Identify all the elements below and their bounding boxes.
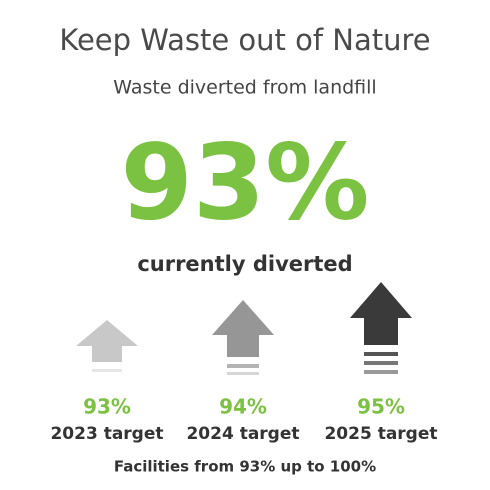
arrow-dark	[350, 282, 412, 374]
target-label: 2023 target	[50, 424, 163, 444]
arrow-light	[76, 320, 138, 372]
target-value: 95%	[357, 395, 405, 419]
subtitle: Waste diverted from landfill	[113, 77, 376, 99]
target-value: 93%	[83, 395, 131, 419]
target-label: 2024 target	[186, 424, 299, 444]
target-value: 94%	[219, 395, 267, 419]
headline-value: 93%	[121, 121, 370, 243]
footer: Facilities from 93% up to 100%	[114, 458, 376, 476]
title: Keep Waste out of Nature	[59, 23, 430, 57]
target-label: 2025 target	[324, 424, 437, 444]
headline-caption: currently diverted	[137, 252, 352, 276]
arrow-medium	[212, 300, 274, 375]
